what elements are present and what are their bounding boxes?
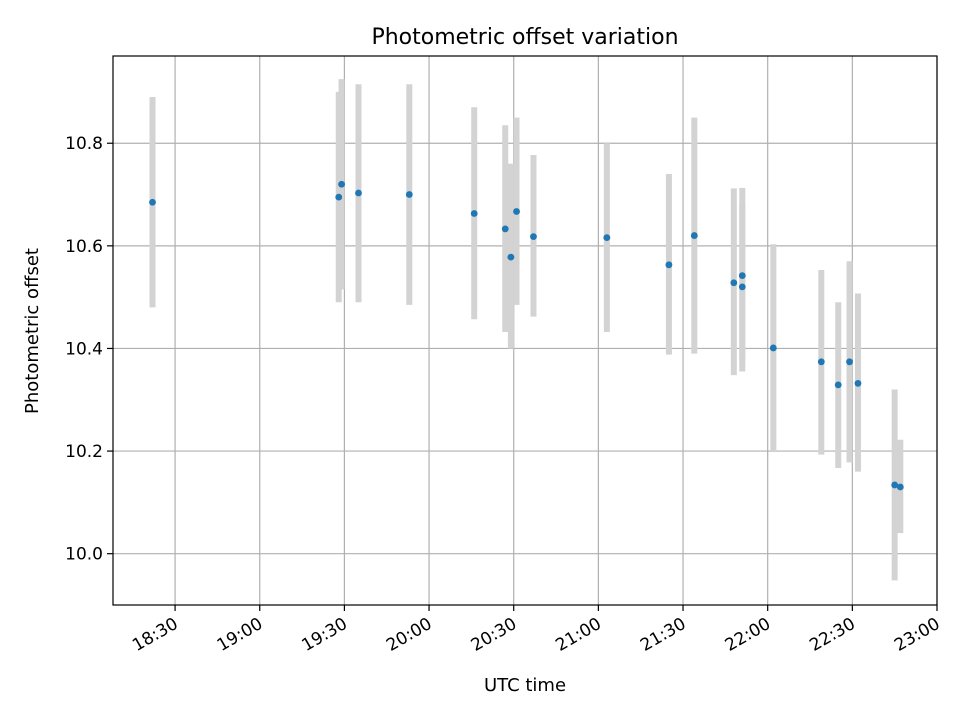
y-tick-label: 10.2 [65, 442, 103, 462]
data-point [891, 481, 899, 489]
y-tick-label: 10.8 [65, 134, 103, 154]
y-axis-label: Photometric offset [22, 248, 43, 414]
data-point [470, 210, 478, 217]
data-point [817, 358, 825, 366]
data-point [603, 234, 611, 242]
y-tick-label: 10.0 [65, 545, 103, 565]
data-point [769, 344, 777, 352]
data-point [335, 193, 343, 201]
y-tick-label: 10.6 [65, 237, 103, 257]
data-point [834, 381, 842, 389]
chart-title: Photometric offset variation [371, 25, 678, 50]
data-point [507, 253, 515, 261]
plot-frame [112, 55, 938, 606]
data-point [501, 225, 509, 233]
data-point [854, 379, 862, 387]
data-point [149, 198, 156, 206]
data-points [149, 180, 904, 491]
x-axis-label: UTC time [484, 675, 566, 696]
y-tick-label: 10.4 [65, 339, 103, 359]
data-point [530, 233, 537, 241]
data-point [690, 232, 698, 239]
data-point [730, 279, 738, 287]
data-point [738, 272, 746, 279]
data-point [896, 483, 904, 491]
data-point [513, 208, 520, 215]
data-point [355, 189, 362, 197]
data-point [405, 191, 413, 198]
data-point [846, 358, 853, 366]
y-axis-ticks: 10.0 10.2 10.4 10.6 10.8 [65, 134, 113, 565]
data-point [665, 261, 673, 269]
data-point [338, 180, 345, 188]
data-point [738, 283, 746, 291]
